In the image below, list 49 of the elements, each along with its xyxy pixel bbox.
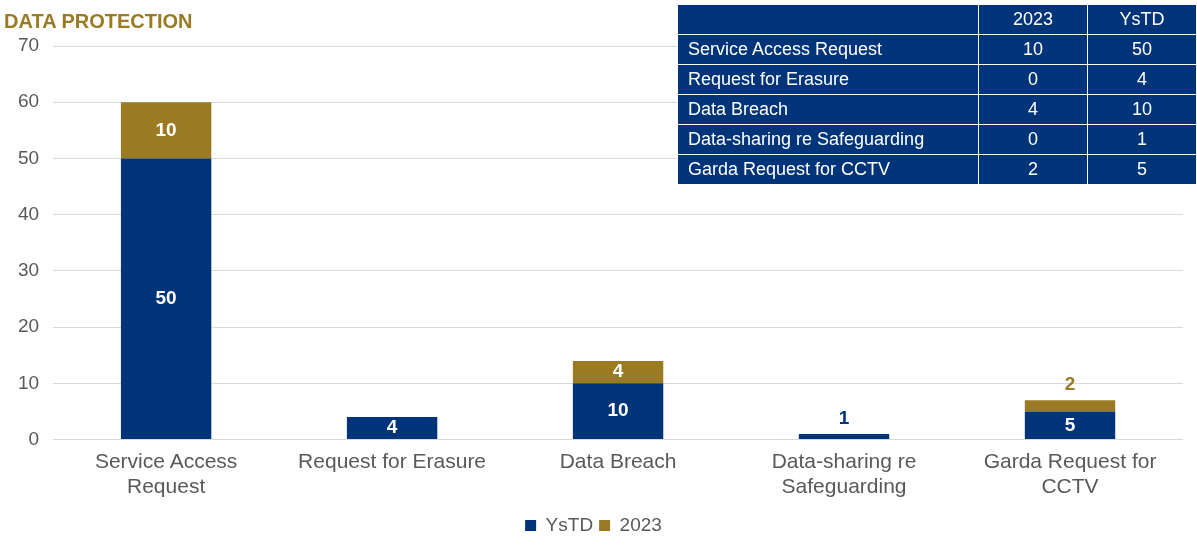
data-label: 5 [1087, 154, 1197, 185]
bar [572, 360, 664, 384]
data-label: 2 [1064, 372, 1076, 394]
x-tick-label: Data-sharing re Safeguarding [771, 449, 917, 498]
data-label: 10 [607, 399, 629, 421]
data-label: 5 [1064, 413, 1076, 435]
data-label: 1 [838, 406, 850, 428]
data-label: 1 [1087, 124, 1197, 155]
y-tick-label: 30 [17, 259, 40, 281]
bar [798, 433, 890, 440]
data-label: 50 [155, 287, 177, 309]
series-label: 2023 [978, 4, 1088, 35]
text: YsTD [1087, 4, 1197, 35]
category-label: Garda Request for CCTV [677, 154, 979, 185]
category-label: Request for Erasure [677, 64, 979, 95]
data-label: 0 [978, 64, 1088, 95]
y-tick-label: 50 [17, 146, 40, 168]
category-label: Data-sharing re Safeguarding [677, 124, 979, 155]
x-tick-label: Request for Erasure [298, 449, 487, 472]
data-label: 10 [978, 34, 1088, 65]
category-label: Data Breach [677, 94, 979, 125]
bar [120, 102, 212, 159]
legend-label: 2023 [619, 513, 662, 535]
data-label: 10 [1087, 94, 1197, 125]
y-tick-label: 60 [17, 90, 40, 112]
y-tick-label: 20 [17, 315, 40, 337]
x-tick-label: Garda Request for CCTV [983, 449, 1157, 498]
x-tick-label: Service Access Request [94, 449, 238, 498]
data-label: 4 [1087, 64, 1197, 95]
category-label: Service Access Request [677, 34, 979, 65]
bar [346, 417, 438, 440]
data-label: 50 [1087, 34, 1197, 65]
data-label: 4 [612, 360, 624, 382]
bar [120, 158, 212, 440]
data-label: 0 [978, 124, 1088, 155]
data-label: 4 [978, 94, 1088, 125]
y-tick-label: 70 [17, 34, 40, 56]
data-label: 10 [155, 118, 177, 140]
bar [572, 383, 664, 440]
data-label: 2 [978, 154, 1088, 185]
chart-title: DATA PROTECTION [4, 9, 193, 32]
data-label: 4 [386, 416, 398, 438]
bar [1024, 411, 1116, 440]
bar [1024, 400, 1116, 412]
y-tick-label: 10 [17, 371, 40, 393]
y-tick-label: 0 [28, 427, 40, 449]
y-tick-label: 40 [17, 202, 40, 224]
x-tick-label: Data Breach [559, 449, 677, 472]
legend-label: YsTD [545, 513, 594, 535]
